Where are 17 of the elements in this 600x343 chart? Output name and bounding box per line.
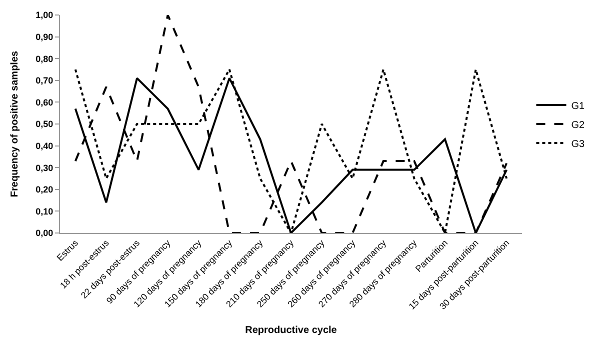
line-series — [74, 15, 508, 233]
y-tick-label: 0,10 — [36, 206, 54, 216]
y-tick-label: 0,00 — [36, 228, 54, 238]
y-tick-label: 0,70 — [36, 76, 54, 86]
y-tick-label: 0,20 — [36, 184, 54, 195]
y-tick-label: 1,00 — [36, 10, 54, 20]
legend-label: G3 — [571, 138, 586, 150]
y-tick-label: 0,90 — [36, 32, 54, 42]
y-tick-label: 0,60 — [36, 97, 54, 108]
y-tick-label: 0,80 — [36, 54, 54, 64]
y-tick-label: 0,40 — [36, 140, 54, 151]
legend-label: G1 — [571, 100, 586, 112]
legend-label: G2 — [571, 120, 586, 131]
y-tick-label: 0,50 — [36, 119, 54, 130]
x-axis-title: Reproductive cycle — [245, 324, 338, 336]
y-axis-title: Frequency of positive samples — [10, 50, 21, 198]
y-tick-label: 0,30 — [36, 162, 54, 173]
